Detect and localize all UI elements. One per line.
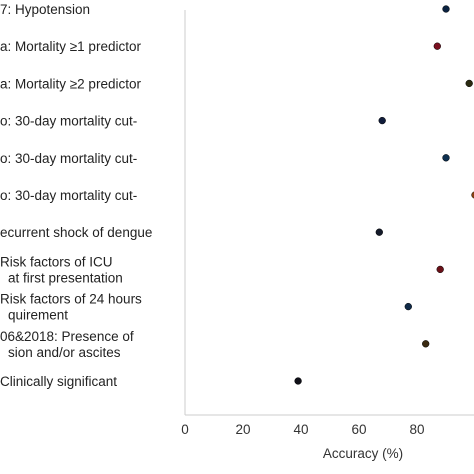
category-label: Clinically significant	[0, 374, 117, 389]
data-point	[442, 154, 450, 162]
category-label-line: a: Mortality ≥2 predictor	[0, 76, 141, 91]
category-label-line: o: 30-day mortality cut-	[0, 114, 137, 129]
x-tick-label: 40	[293, 422, 308, 437]
category-label: 06&2018: Presence of sion and/or ascites	[0, 329, 134, 360]
category-label: o: 30-day mortality cut-	[0, 114, 137, 129]
category-label-line: a: Mortality ≥1 predictor	[0, 39, 141, 54]
category-label: Risk factors of 24 hours quirement	[0, 292, 142, 323]
category-label: a: Mortality ≥2 predictor	[0, 76, 141, 91]
data-point	[378, 116, 386, 125]
data-point	[433, 42, 441, 50]
data-point	[436, 265, 444, 274]
category-label-line: quirement	[8, 308, 68, 323]
category-label-line: at first presentation	[8, 270, 123, 285]
category-label-line: Clinically significant	[0, 374, 117, 389]
category-label-line: sion and/or ascites	[8, 345, 121, 360]
category-label: 7: Hypotension	[0, 2, 90, 17]
data-point	[471, 191, 474, 199]
category-labels: 7: Hypotension a: Mortality ≥1 predictor a…	[0, 2, 152, 389]
data-point	[294, 377, 302, 385]
category-label-line: o: 30-day mortality cut-	[0, 151, 137, 166]
data-point	[404, 302, 412, 311]
data-point	[422, 340, 430, 348]
category-label: Risk factors of ICU at first presentation	[0, 254, 123, 285]
category-label-line: 06&2018: Presence of	[0, 329, 134, 344]
data-points	[294, 5, 474, 385]
data-point	[465, 79, 473, 88]
x-tick-labels: 0204060801	[181, 422, 424, 437]
data-point	[375, 228, 383, 236]
category-label: ecurrent shock of dengue	[0, 225, 152, 240]
x-tick-label: 60	[351, 422, 366, 437]
category-label-line: Risk factors of 24 hours	[0, 292, 142, 307]
x-tick-label: 80	[409, 422, 424, 437]
category-label-line: ecurrent shock of dengue	[0, 225, 152, 240]
category-label: o: 30-day mortality cut-	[0, 151, 137, 166]
category-label-line: Risk factors of ICU	[0, 254, 113, 269]
x-tick-label: 20	[235, 422, 250, 437]
category-label: a: Mortality ≥1 predictor	[0, 39, 141, 54]
category-label: o: 30-day mortality cut-	[0, 188, 137, 203]
x-tick-label: 0	[181, 422, 189, 437]
category-label-line: 7: Hypotension	[0, 2, 90, 17]
x-axis-label: Accuracy (%)	[323, 446, 403, 461]
data-point	[442, 5, 450, 13]
category-label-line: o: 30-day mortality cut-	[0, 188, 137, 203]
